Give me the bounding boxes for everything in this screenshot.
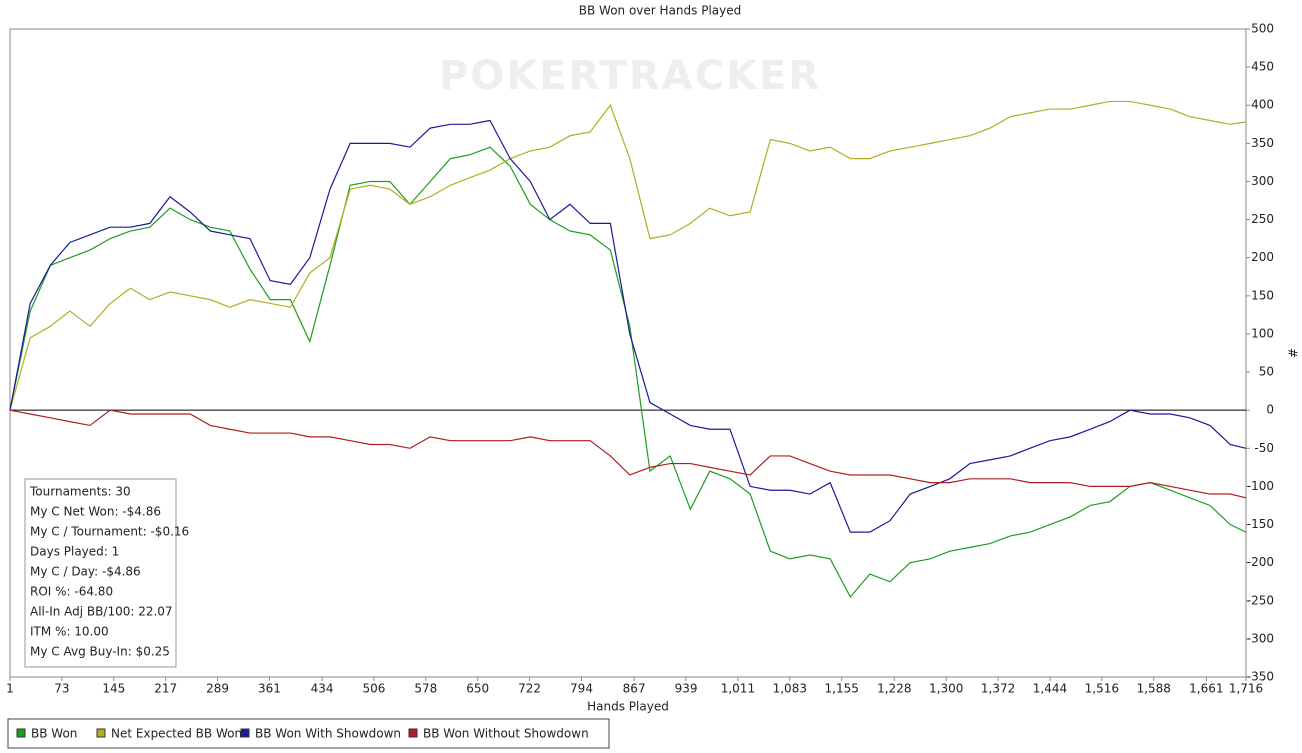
x-tick-label: 1,011	[721, 682, 755, 696]
y-tick-label: 300	[1251, 174, 1274, 188]
x-tick-label: 1,661	[1189, 682, 1223, 696]
x-tick-label: 578	[414, 682, 437, 696]
stats-text: My C Net Won: -$4.86	[30, 505, 161, 519]
stats-box	[24, 478, 177, 668]
y-tick-label: 250	[1251, 212, 1274, 226]
stats-text: ROI %: -64.80	[30, 585, 113, 599]
y-tick-label: -300	[1247, 631, 1274, 645]
x-tick-label: 939	[675, 682, 698, 696]
x-tick-label: 217	[154, 682, 177, 696]
x-tick-label: 361	[258, 682, 281, 696]
legend-swatch	[408, 728, 418, 738]
x-tick-label: 1	[6, 682, 14, 696]
x-tick-label: 1,300	[929, 682, 963, 696]
series-line	[9, 119, 1247, 533]
stats-text: My C / Tournament: -$0.16	[30, 525, 189, 539]
legend-label: BB Won With Showdown	[255, 727, 401, 741]
legend-label: BB Won Without Showdown	[423, 727, 589, 741]
legend-swatch	[16, 728, 26, 738]
y-tick-label: 400	[1251, 98, 1274, 112]
x-tick-label: 1,228	[877, 682, 911, 696]
stats-text: All-In Adj BB/100: 22.07	[30, 605, 173, 619]
x-tick-label: 650	[466, 682, 489, 696]
y-tick-label: 150	[1251, 288, 1274, 302]
y-tick-label: 350	[1251, 136, 1274, 150]
stats-text: My C / Day: -$4.86	[30, 565, 141, 579]
x-tick-label: 1,516	[1085, 682, 1119, 696]
stats-text: Days Played: 1	[30, 545, 119, 559]
x-tick-label: 722	[518, 682, 541, 696]
y-tick-label: -200	[1247, 555, 1274, 569]
stats-text: ITM %: 10.00	[30, 625, 109, 639]
series-line	[9, 146, 1247, 599]
watermark: POKERTRACKER	[439, 53, 821, 99]
y-tick-label: -250	[1247, 593, 1274, 607]
x-tick-label: 73	[54, 682, 69, 696]
y-tick-label: 100	[1251, 326, 1274, 340]
y-tick-label: 450	[1251, 60, 1274, 74]
legend-swatch	[96, 728, 106, 738]
series-line	[9, 409, 1247, 499]
y-tick-label: -350	[1247, 670, 1274, 684]
stats-text: Tournaments: 30	[29, 485, 131, 499]
x-tick-label: 145	[102, 682, 125, 696]
y-tick-label: -100	[1247, 479, 1274, 493]
y-tick-label: 0	[1266, 403, 1274, 417]
x-tick-label: 289	[206, 682, 229, 696]
y-tick-label: -50	[1254, 441, 1274, 455]
x-tick-label: 867	[623, 682, 646, 696]
chart-title: BB Won over Hands Played	[579, 4, 741, 18]
stats-text: My C Avg Buy-In: $0.25	[30, 645, 170, 659]
series-line	[9, 100, 1247, 411]
x-tick-label: 794	[570, 682, 593, 696]
x-tick-label: 1,716	[1229, 682, 1263, 696]
x-tick-label: 1,083	[773, 682, 807, 696]
legend-swatch	[240, 728, 250, 738]
x-tick-label: 1,372	[981, 682, 1015, 696]
legend-label: Net Expected BB Won	[111, 727, 242, 741]
y-tick-label: 50	[1259, 365, 1274, 379]
legend-box	[7, 718, 610, 749]
y-tick-label: 500	[1251, 22, 1274, 36]
y-tick-label: -150	[1247, 517, 1274, 531]
x-tick-label: 1,155	[825, 682, 859, 696]
y-axis-label: #	[1286, 348, 1300, 358]
x-tick-label: 506	[363, 682, 386, 696]
x-axis-label: Hands Played	[587, 700, 669, 714]
plot-frame	[9, 28, 1247, 678]
x-tick-label: 1,588	[1137, 682, 1171, 696]
y-tick-label: 200	[1251, 250, 1274, 264]
x-tick-label: 1,444	[1033, 682, 1067, 696]
legend-label: BB Won	[31, 727, 77, 741]
x-tick-label: 434	[311, 682, 334, 696]
